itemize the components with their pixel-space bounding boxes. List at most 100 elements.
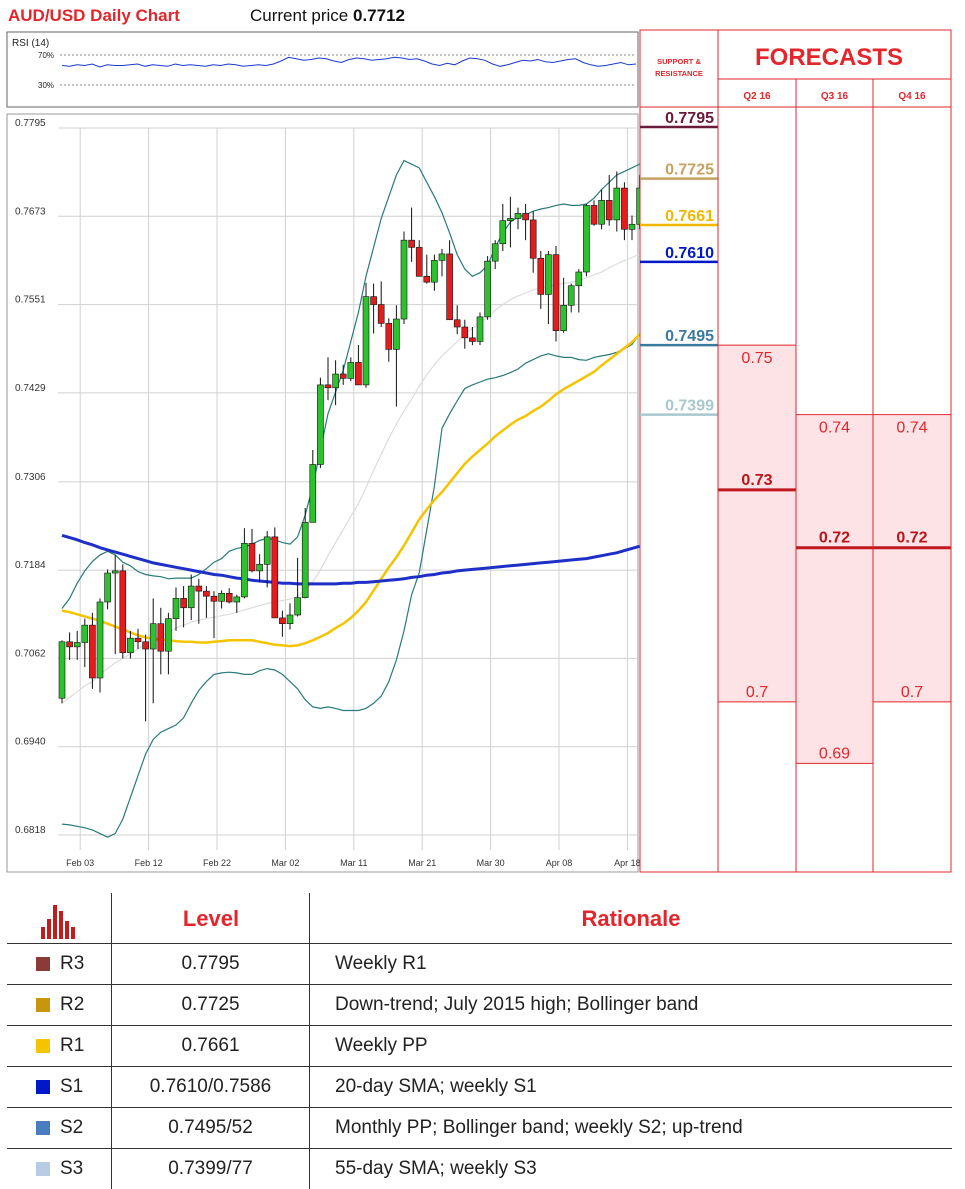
forecast-high: 0.74 [819, 420, 850, 437]
y-tick-label: 0.6940 [15, 737, 46, 748]
candle [225, 593, 233, 603]
level-swatch [36, 1039, 50, 1053]
candle [408, 239, 415, 248]
x-tick-label: Mar 11 [340, 858, 367, 868]
candle [537, 257, 545, 295]
candle [415, 247, 423, 277]
y-tick-label: 0.7062 [15, 648, 46, 659]
rsi-panel: RSI (14) 70% 30% [6, 31, 639, 108]
candle [613, 187, 621, 221]
forecast-quarter-label: Q2 16 [743, 91, 771, 102]
candle [111, 570, 119, 574]
current-price-value: 0.7712 [353, 6, 405, 25]
table-header: Level Rationale [7, 893, 952, 943]
rsi-level-high: 70% [38, 51, 54, 60]
candle [476, 316, 484, 342]
forecast-mid: 0.72 [896, 530, 927, 547]
bollinger-upper-line [61, 159, 640, 609]
level-name: S1 [60, 1076, 84, 1097]
chart-title: AUD/USD Daily Chart [8, 6, 180, 25]
candle [628, 223, 636, 230]
rsi-label: RSI (14) [12, 38, 49, 49]
level-column-header: Level [182, 906, 240, 931]
x-tick-label: Apr 18 [614, 858, 641, 868]
candle [529, 219, 537, 259]
forecast-panel: FORECASTS Q2 16 0.75 0.73 0.7 Q3 16 0.74 0.72 0… [717, 29, 952, 873]
candle [195, 585, 203, 592]
candle [339, 373, 347, 379]
level-swatch [36, 1080, 50, 1094]
candle [552, 254, 560, 331]
forecast-high: 0.75 [741, 350, 772, 367]
candle [324, 384, 332, 389]
candle [332, 373, 339, 389]
candle [279, 617, 286, 624]
candle [89, 624, 96, 679]
candle [423, 276, 431, 283]
forecast-low: 0.7 [901, 684, 923, 701]
candle [317, 384, 324, 465]
level-value: 0.7399/77 [168, 1158, 253, 1179]
candle [400, 239, 408, 320]
candle [96, 601, 104, 679]
rsi-level-low: 30% [38, 81, 54, 90]
candle [499, 220, 507, 245]
candle [241, 543, 248, 598]
candle [294, 597, 301, 616]
level-swatch [36, 957, 50, 971]
candle [58, 641, 66, 699]
rsi-line [61, 56, 637, 68]
sr-level-label: 0.7795 [665, 110, 714, 127]
candle [575, 271, 583, 287]
candle [393, 318, 400, 350]
candle [453, 319, 461, 328]
candle [210, 595, 218, 602]
candle [142, 641, 149, 650]
level-swatch [36, 1162, 50, 1176]
forecast-quarter-label: Q3 16 [821, 91, 849, 102]
candle [263, 536, 271, 565]
y-tick-label: 0.6818 [15, 825, 46, 836]
level-name: S2 [60, 1117, 84, 1138]
table-row: R3 0.7795 Weekly R1 [7, 943, 952, 984]
sr-level-label: 0.7495 [665, 328, 714, 345]
candle [370, 296, 377, 305]
sma200-line [61, 533, 640, 586]
candle [484, 260, 491, 318]
candle [73, 642, 81, 648]
table-row: S3 0.7399/77 55-day SMA; weekly S3 [7, 1148, 952, 1189]
level-rationale: 55-day SMA; weekly S3 [335, 1158, 537, 1179]
candle [309, 464, 317, 523]
sr-level-label: 0.7610 [665, 245, 714, 262]
bar-chart-icon [40, 903, 78, 939]
bollinger-lower-line [61, 333, 641, 838]
level-name: S3 [60, 1158, 84, 1179]
candle [605, 200, 613, 221]
forecast-mid: 0.72 [819, 530, 850, 547]
sr-header-1: SUPPORT & [657, 57, 701, 66]
level-rationale: Monthly PP; Bollinger band; weekly S2; u… [335, 1117, 743, 1138]
candle [590, 205, 598, 225]
forecast-low: 0.7 [746, 684, 768, 701]
candle [514, 213, 522, 219]
x-tick-label: Feb 03 [66, 858, 94, 868]
candle [491, 243, 499, 262]
candle [127, 637, 134, 653]
candle [507, 218, 514, 221]
candle [149, 623, 157, 650]
x-tick-label: Apr 08 [546, 858, 573, 868]
forecast-high: 0.74 [896, 420, 927, 437]
level-name: R3 [60, 953, 85, 974]
candle [431, 260, 438, 283]
candle [469, 337, 476, 342]
candle [233, 596, 241, 603]
candle [187, 585, 195, 609]
level-swatch [36, 998, 50, 1012]
candle [157, 623, 165, 652]
sr-header-2: RESISTANCE [655, 69, 703, 78]
level-rationale: Down-trend; July 2015 high; Bollinger ba… [335, 994, 699, 1015]
table-row: S2 0.7495/52 Monthly PP; Bollinger band; w… [7, 1107, 952, 1148]
level-rationale: Weekly R1 [335, 953, 427, 974]
forecast-quarter-label: Q4 16 [898, 91, 926, 102]
candle [271, 536, 279, 619]
